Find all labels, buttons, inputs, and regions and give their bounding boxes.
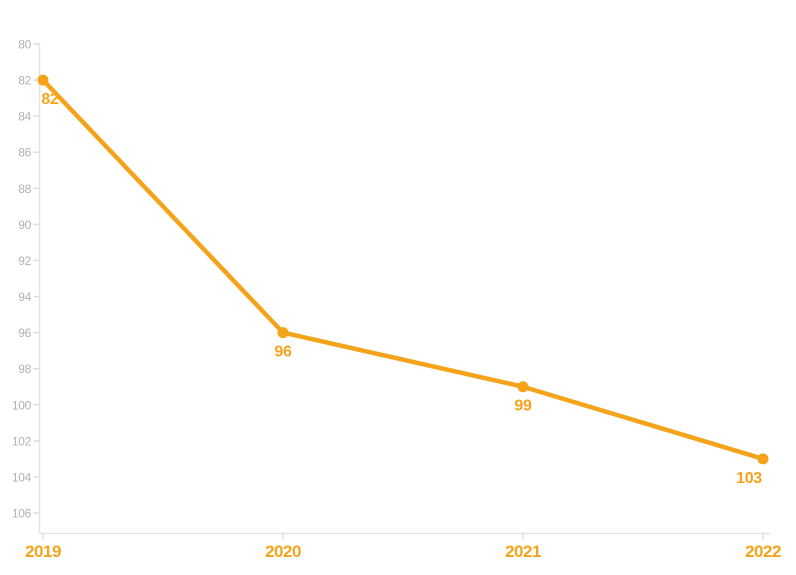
x-tick-label: 2022 bbox=[745, 542, 781, 561]
y-tick-label: 90 bbox=[18, 218, 31, 232]
x-tick-label: 2020 bbox=[265, 542, 301, 561]
data-point-label: 99 bbox=[514, 398, 532, 415]
x-tick-label: 2021 bbox=[505, 542, 541, 561]
x-tick-label: 2019 bbox=[25, 542, 61, 561]
y-tick-label: 96 bbox=[18, 326, 31, 340]
data-point-marker bbox=[757, 453, 769, 465]
y-tick-label: 104 bbox=[12, 470, 32, 484]
y-tick-label: 84 bbox=[18, 110, 31, 124]
data-point-marker bbox=[517, 381, 529, 393]
data-line bbox=[40, 77, 766, 462]
data-point-label: 96 bbox=[274, 344, 292, 361]
y-tick-label: 106 bbox=[12, 507, 32, 521]
y-tick-label: 80 bbox=[18, 38, 31, 52]
y-tick-label: 82 bbox=[18, 74, 31, 88]
data-point-marker bbox=[277, 327, 289, 339]
y-tick-label: 98 bbox=[18, 362, 31, 376]
y-tick-label: 92 bbox=[18, 254, 31, 268]
y-tick-label: 94 bbox=[18, 290, 31, 304]
data-point-label: 82 bbox=[41, 91, 59, 108]
y-tick-label: 88 bbox=[18, 182, 31, 196]
y-tick-label: 86 bbox=[18, 146, 31, 160]
y-tick-label: 102 bbox=[12, 434, 32, 448]
data-point-marker bbox=[37, 74, 49, 86]
y-tick-label: 100 bbox=[12, 398, 32, 412]
data-point-label: 103 bbox=[736, 470, 762, 487]
